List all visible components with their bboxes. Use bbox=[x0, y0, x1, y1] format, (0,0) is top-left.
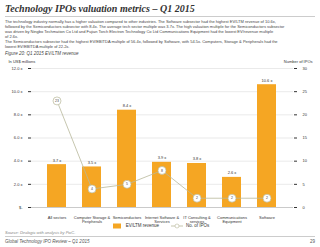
svg-text:Computer Storage &Peripherals: Computer Storage &Peripherals bbox=[74, 215, 111, 224]
svg-text:CommunicationsEquipment: CommunicationsEquipment bbox=[217, 215, 247, 224]
svg-text:Number of IPOs: Number of IPOs bbox=[284, 59, 313, 64]
html-text:EV/LTM revenue: EV/LTM revenue bbox=[125, 223, 160, 228]
html-text:29: 29 bbox=[310, 239, 315, 244]
svg-text:2.0 x: 2.0 x bbox=[14, 182, 23, 187]
svg-text:0: 0 bbox=[303, 205, 306, 210]
svg-text:20: 20 bbox=[303, 112, 308, 117]
svg-text:Software: Software bbox=[259, 215, 276, 220]
svg-text:15: 15 bbox=[303, 135, 308, 140]
svg-text:Semiconductors: Semiconductors bbox=[113, 215, 142, 220]
svg-text:3.5 x: 3.5 x bbox=[88, 160, 97, 165]
html-text:Global Technology IPO Review –: Global Technology IPO Review – Q1 2015 bbox=[5, 239, 90, 244]
svg-text:12.0 x: 12.0 x bbox=[12, 66, 23, 71]
svg-text:8.0 x: 8.0 x bbox=[14, 112, 23, 117]
svg-text:8: 8 bbox=[161, 169, 163, 173]
svg-text:10: 10 bbox=[303, 158, 308, 163]
svg-text:5: 5 bbox=[126, 182, 128, 186]
svg-text:23: 23 bbox=[55, 99, 59, 103]
svg-text:Internet Software &Services: Internet Software &Services bbox=[145, 215, 180, 224]
svg-text:2: 2 bbox=[231, 196, 233, 200]
svg-text:4: 4 bbox=[91, 187, 93, 191]
svg-text:4.0 x: 4.0 x bbox=[14, 158, 23, 163]
svg-text:3.8 x: 3.8 x bbox=[193, 156, 202, 161]
svg-text:2.6 x: 2.6 x bbox=[228, 170, 237, 175]
svg-text:30: 30 bbox=[303, 66, 308, 71]
html-text:Source: Dealogic with analysis: Source: Dealogic with analysis by PwC. bbox=[5, 230, 76, 235]
svg-text:2: 2 bbox=[196, 196, 198, 200]
svg-text:IT Consulting &services: IT Consulting &services bbox=[183, 215, 211, 224]
html-text:Figure 20: Q1 2015 EV/LTM reve: Figure 20: Q1 2015 EV/LTM revenue bbox=[5, 51, 79, 56]
svg-text:8.4 x: 8.4 x bbox=[123, 103, 132, 108]
svg-text:6.0 x: 6.0 x bbox=[14, 135, 23, 140]
svg-text:5: 5 bbox=[303, 182, 306, 187]
svg-text:25: 25 bbox=[303, 89, 308, 94]
svg-text:2: 2 bbox=[266, 196, 268, 200]
svg-text:3.9 x: 3.9 x bbox=[158, 155, 167, 160]
html-text:No. of IPOs: No. of IPOs bbox=[186, 223, 210, 228]
svg-text:10.0 x: 10.0 x bbox=[12, 89, 23, 94]
svg-text:3.7 x: 3.7 x bbox=[53, 158, 62, 163]
svg-text:$-: $- bbox=[19, 205, 23, 210]
svg-text:10.6 x: 10.6 x bbox=[262, 78, 273, 83]
html-text:The technology industry normal: The technology industry normally has a h… bbox=[5, 19, 285, 49]
svg-text:All sectors: All sectors bbox=[48, 215, 66, 220]
html-text:Technology IPOs valuation metr: Technology IPOs valuation metrics – Q1 2… bbox=[5, 3, 195, 14]
svg-text:In US$ millions: In US$ millions bbox=[9, 59, 36, 64]
